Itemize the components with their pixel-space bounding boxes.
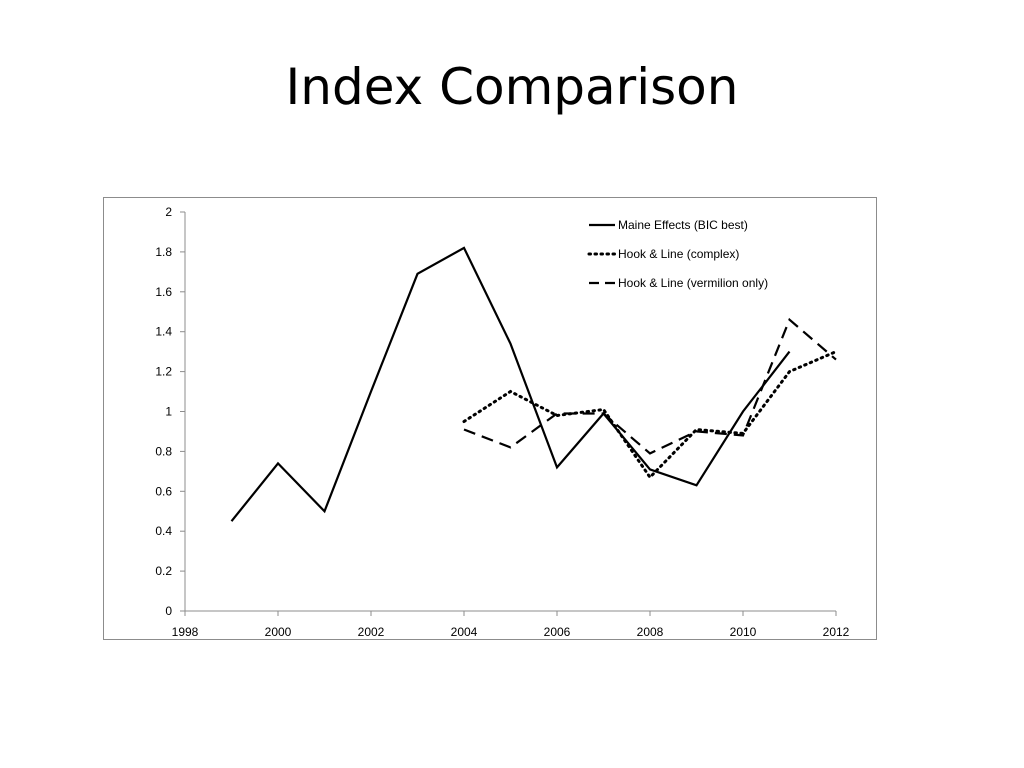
chart-legend: Maine Effects (BIC best) Hook & Line (com… — [587, 218, 768, 290]
chart-axes — [184, 212, 836, 612]
x-tick-label: 2008 — [637, 625, 664, 639]
x-tick-label: 1998 — [172, 625, 199, 639]
y-tick-label: 0.2 — [155, 564, 172, 578]
y-tick-label: 2 — [165, 205, 172, 219]
x-tick-label: 2000 — [265, 625, 292, 639]
chart-frame: 0 0.2 0.4 0.6 0.8 1 1.2 1.4 1.6 1.8 2 1998 2000 2002 2… — [103, 197, 877, 640]
x-tick-label: 2004 — [451, 625, 478, 639]
y-tick-label: 0.4 — [155, 524, 172, 538]
y-tick-label: 0.6 — [155, 484, 172, 498]
series-line-2 — [462, 350, 838, 480]
legend-label-1: Maine Effects (BIC best) — [618, 218, 748, 232]
chart-ticks: 0 0.2 0.4 0.6 0.8 1 1.2 1.4 1.6 1.8 2 1998 2000 2002 2… — [155, 205, 849, 639]
x-tick-label: 2002 — [358, 625, 385, 639]
y-tick-label: 1 — [165, 405, 172, 419]
y-tick-label: 0.8 — [155, 444, 172, 458]
legend-label-2: Hook & Line (complex) — [618, 247, 739, 261]
chart-series — [230, 246, 838, 522]
x-tick-label: 2010 — [730, 625, 757, 639]
legend-label-3: Hook & Line (vermilion only) — [618, 276, 768, 290]
x-tick-label: 2006 — [544, 625, 571, 639]
line-chart: 0 0.2 0.4 0.6 0.8 1 1.2 1.4 1.6 1.8 2 1998 2000 2002 2… — [155, 205, 849, 639]
y-tick-label: 1.2 — [155, 365, 172, 379]
y-tick-label: 1.4 — [155, 325, 172, 339]
x-tick-label: 2012 — [823, 625, 850, 639]
slide-title: Index Comparison — [285, 58, 739, 116]
series-line-1 — [230, 246, 791, 522]
y-tick-label: 0 — [165, 604, 172, 618]
series-line-3 — [463, 317, 837, 455]
y-tick-label: 1.8 — [155, 245, 172, 259]
y-tick-label: 1.6 — [155, 285, 172, 299]
